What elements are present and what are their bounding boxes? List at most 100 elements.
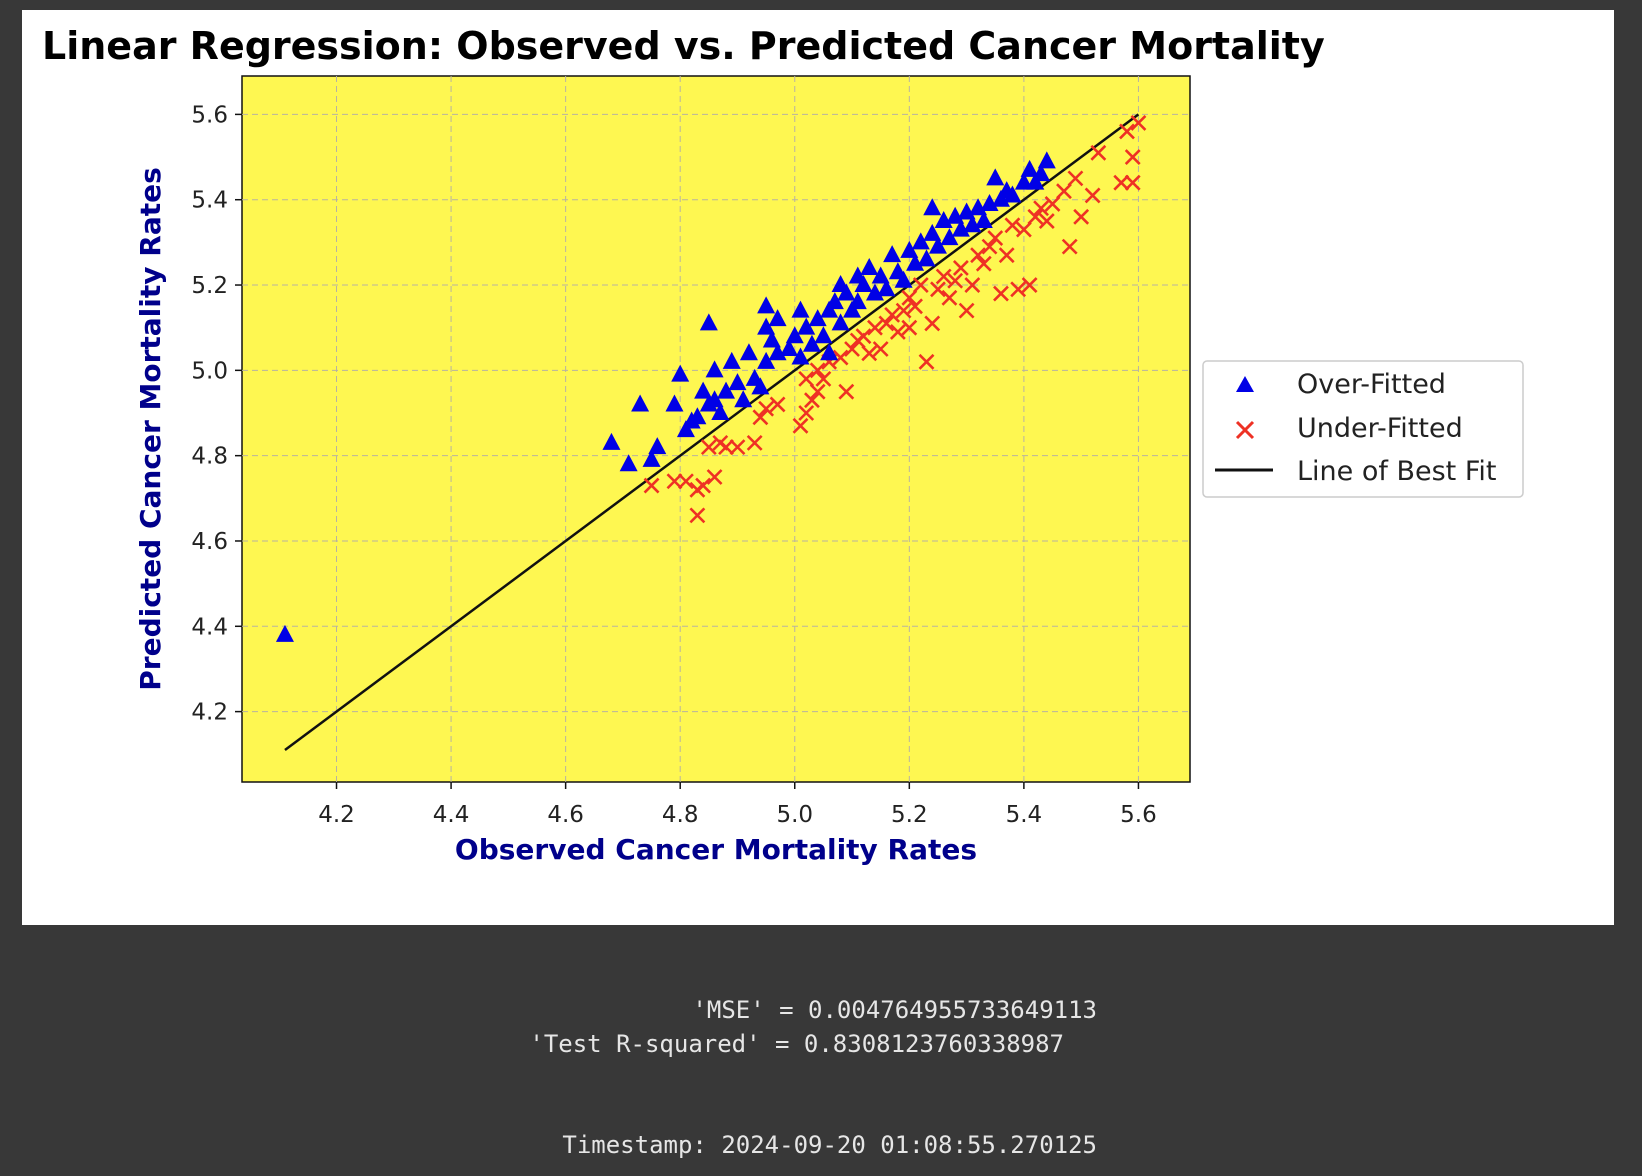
over-fitted-point bbox=[957, 202, 976, 220]
y-tick-label: 4.6 bbox=[191, 529, 228, 555]
under-fitted-point bbox=[872, 341, 889, 357]
over-fitted-point bbox=[831, 313, 850, 331]
under-fitted-point bbox=[1130, 115, 1147, 131]
under-fitted-point bbox=[729, 439, 746, 456]
legend-box bbox=[1202, 360, 1524, 498]
chart-figure: Linear Regression: Observed vs. Predicte… bbox=[22, 10, 1614, 925]
over-fitted-point bbox=[665, 394, 684, 412]
x-tick-label: 5.6 bbox=[1120, 802, 1157, 828]
under-fitted-point bbox=[1119, 123, 1135, 140]
under-fitted-point bbox=[861, 345, 878, 362]
under-fitted-point bbox=[838, 383, 855, 400]
y-axis-label: Predicted Cancer Mortality Rates bbox=[134, 167, 167, 691]
over-fitted-point bbox=[969, 198, 988, 216]
x-tick-label: 5.0 bbox=[776, 802, 813, 828]
under-fitted-point bbox=[907, 298, 923, 315]
over-fitted-point bbox=[785, 326, 804, 344]
over-fitted-point bbox=[825, 292, 844, 310]
x-tick-label: 4.8 bbox=[662, 802, 699, 828]
under-fitted-point bbox=[1124, 174, 1141, 191]
y-tick-label: 5.0 bbox=[191, 358, 228, 384]
over-fitted-point bbox=[848, 292, 867, 310]
over-fitted-point bbox=[705, 390, 724, 408]
under-fitted-point bbox=[998, 247, 1015, 264]
over-fitted-point bbox=[837, 283, 856, 301]
over-fitted-point bbox=[911, 232, 930, 250]
under-fitted-point bbox=[695, 477, 712, 494]
over-fitted-point bbox=[797, 317, 816, 335]
under-fitted-point bbox=[867, 319, 883, 336]
legend-under-fitted-icon bbox=[1235, 420, 1255, 440]
y-tick-label: 5.2 bbox=[191, 273, 228, 299]
over-fitted-point bbox=[860, 257, 879, 275]
over-fitted-point bbox=[820, 343, 839, 361]
under-fitted-point bbox=[958, 302, 975, 319]
under-fitted-point bbox=[1010, 281, 1027, 298]
over-fitted-point bbox=[688, 407, 707, 425]
under-fitted-point bbox=[895, 302, 912, 319]
over-fitted-point bbox=[722, 351, 741, 369]
under-fitted-point bbox=[700, 439, 717, 456]
over-fitted-point bbox=[1037, 151, 1056, 169]
y-tick-label: 4.4 bbox=[191, 614, 228, 640]
under-fitted-point bbox=[792, 417, 809, 434]
under-fitted-point bbox=[643, 477, 660, 494]
over-fitted-point bbox=[602, 432, 621, 450]
under-fitted-point bbox=[706, 469, 723, 485]
over-fitted-point bbox=[980, 193, 999, 211]
under-fitted-point bbox=[815, 370, 832, 387]
over-fitted-point bbox=[791, 300, 810, 318]
over-fitted-point bbox=[951, 219, 970, 237]
over-fitted-points bbox=[275, 151, 1056, 642]
over-fitted-point bbox=[865, 283, 884, 301]
over-fitted-point bbox=[991, 189, 1010, 207]
under-fitted-point bbox=[1044, 196, 1061, 212]
over-fitted-point bbox=[808, 309, 827, 327]
over-fitted-point bbox=[699, 313, 718, 331]
under-fitted-point bbox=[970, 247, 986, 264]
under-fitted-point bbox=[798, 370, 815, 387]
over-fitted-point bbox=[894, 270, 913, 288]
under-fitted-point bbox=[809, 383, 826, 400]
axis-ticks: 4.2 4.4 4.6 4.8 5.0 5.2 5.4 5.6 4.2 4.4 4.6 4.8 5.0 5… bbox=[191, 102, 1156, 828]
under-fitted-point bbox=[1067, 170, 1084, 187]
over-fitted-point bbox=[694, 381, 713, 399]
legend-over-fitted-icon bbox=[1236, 376, 1254, 392]
under-fitted-point bbox=[1124, 149, 1141, 165]
over-fitted-point bbox=[780, 339, 799, 357]
over-fitted-point bbox=[275, 624, 294, 642]
under-fitted-point bbox=[1061, 238, 1078, 255]
under-fitted-point bbox=[1056, 183, 1072, 200]
mse-output: 'MSE' = 0.004764955733649113 bbox=[692, 996, 1097, 1024]
under-fitted-point bbox=[798, 405, 815, 421]
legend-over-fitted-label: Over-Fitted bbox=[1297, 369, 1446, 400]
under-fitted-point bbox=[912, 277, 929, 293]
under-fitted-point bbox=[1033, 200, 1049, 217]
r-squared-output: 'Test R-squared' = 0.8308123760338987 bbox=[529, 1030, 1064, 1058]
under-fitted-point bbox=[1027, 208, 1044, 225]
over-fitted-point bbox=[762, 330, 781, 348]
over-fitted-point bbox=[1003, 185, 1022, 203]
over-fitted-point bbox=[642, 449, 661, 467]
y-tick-label: 4.8 bbox=[191, 444, 228, 470]
under-fitted-point bbox=[769, 396, 786, 413]
under-fitted-point bbox=[1073, 208, 1090, 225]
under-fitted-point bbox=[930, 281, 946, 298]
under-fitted-point bbox=[832, 349, 849, 366]
under-fitted-point bbox=[1090, 144, 1107, 161]
over-fitted-point bbox=[974, 211, 993, 229]
over-fitted-point bbox=[619, 454, 638, 472]
under-fitted-point bbox=[884, 306, 901, 323]
over-fitted-point bbox=[757, 296, 776, 314]
under-fitted-point bbox=[947, 272, 964, 289]
over-fitted-point bbox=[1026, 172, 1045, 190]
over-fitted-point bbox=[802, 334, 821, 352]
x-tick-label: 4.2 bbox=[318, 802, 355, 828]
over-fitted-point bbox=[871, 266, 890, 284]
over-fitted-point bbox=[877, 279, 896, 297]
chart-title: Linear Regression: Observed vs. Predicte… bbox=[42, 24, 1325, 68]
under-fitted-point bbox=[809, 362, 826, 379]
over-fitted-point bbox=[854, 275, 873, 293]
over-fitted-point bbox=[757, 351, 776, 369]
under-fitted-point bbox=[1021, 277, 1038, 293]
